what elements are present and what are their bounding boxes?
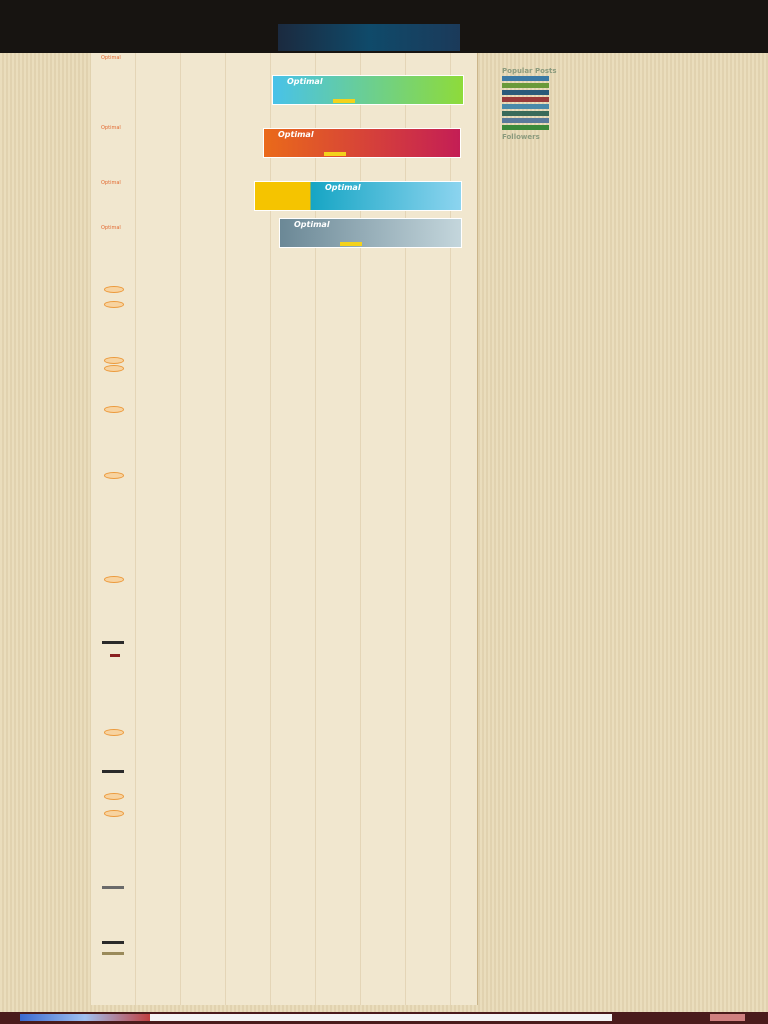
top-bar <box>0 0 768 53</box>
post-entry: Optimal <box>101 225 471 231</box>
post-entry: Optimal <box>101 180 471 186</box>
popular-post-image <box>502 104 549 109</box>
followers-title: Followers <box>502 133 540 141</box>
post-thumbnail[interactable]: Optimal <box>279 218 462 248</box>
avatar[interactable] <box>104 472 124 479</box>
avatar[interactable] <box>104 357 124 364</box>
status-bar <box>0 1012 768 1024</box>
status-end <box>710 1014 745 1021</box>
popular-post[interactable] <box>502 89 682 96</box>
popular-post[interactable] <box>502 110 682 117</box>
sidebar: Popular Posts Followers <box>502 53 682 141</box>
avatar[interactable] <box>104 729 124 736</box>
thumbnail-title: Optimal <box>294 220 330 229</box>
avatar[interactable] <box>102 641 124 644</box>
thumbnail-bar <box>340 242 362 246</box>
popular-posts-title: Popular Posts <box>502 67 557 75</box>
popular-post-image <box>502 125 549 130</box>
avatar[interactable] <box>104 810 124 817</box>
popular-post-image <box>502 76 549 81</box>
main-column <box>91 53 478 1005</box>
post-entry: Optimal <box>101 55 471 61</box>
thumbnail-title: Optimal <box>325 183 361 192</box>
avatar[interactable] <box>104 301 124 308</box>
avatar[interactable] <box>110 654 120 657</box>
avatar[interactable] <box>102 941 124 944</box>
post-thumbnail[interactable]: Optimal <box>254 181 462 211</box>
popular-post[interactable] <box>502 82 682 89</box>
status-strip <box>20 1014 150 1021</box>
avatar[interactable] <box>104 793 124 800</box>
avatar[interactable] <box>104 406 124 413</box>
post-entry: Optimal <box>101 125 471 131</box>
popular-post-image <box>502 90 549 95</box>
popular-post-image <box>502 111 549 116</box>
post-thumbnail[interactable]: Optimal <box>272 75 464 105</box>
popular-post[interactable] <box>502 124 682 131</box>
status-track <box>150 1014 612 1021</box>
thumbnail-title: Optimal <box>278 130 314 139</box>
header-banner[interactable] <box>278 24 460 51</box>
thumbnail-bar <box>324 152 346 156</box>
avatar[interactable] <box>102 952 124 955</box>
post-title[interactable]: Optimal <box>101 180 121 186</box>
post-thumbnail[interactable]: Optimal <box>263 128 461 158</box>
popular-post[interactable] <box>502 75 682 82</box>
avatar[interactable] <box>102 770 124 773</box>
popular-post-image <box>502 83 549 88</box>
post-title[interactable]: Optimal <box>101 55 121 61</box>
post-title[interactable]: Optimal <box>101 225 121 231</box>
avatar[interactable] <box>104 286 124 293</box>
popular-post-image <box>502 97 549 102</box>
popular-post[interactable] <box>502 117 682 124</box>
post-title[interactable]: Optimal <box>101 125 121 131</box>
avatar[interactable] <box>104 365 124 372</box>
popular-post[interactable] <box>502 103 682 110</box>
popular-post[interactable] <box>502 96 682 103</box>
popular-post-image <box>502 118 549 123</box>
thumbnail-title: Optimal <box>287 77 323 86</box>
avatar[interactable] <box>104 576 124 583</box>
avatar[interactable] <box>102 886 124 889</box>
thumbnail-bar <box>333 99 355 103</box>
